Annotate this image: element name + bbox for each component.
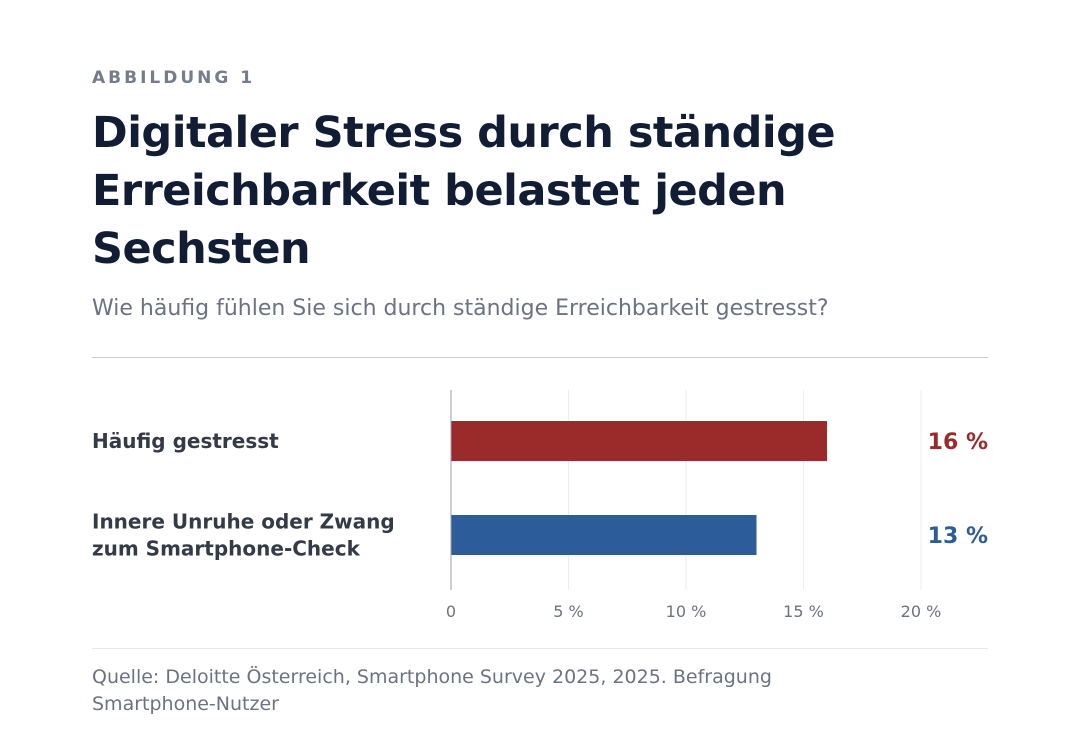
tick-label: 0 [446, 602, 456, 621]
chart-title: Digitaler Stress durch ständige Erreichb… [92, 108, 836, 274]
value-label: 13 % [928, 524, 988, 549]
figure-eyebrow: ABBILDUNG 1 [92, 68, 256, 88]
bar [451, 515, 757, 555]
category-label: Innere Unruhe oder Zwang zum Smartphone-C… [92, 510, 395, 561]
value-label: 16 % [928, 430, 988, 455]
category-label: Häufig gestresst [92, 429, 279, 453]
tick-label: 5 % [553, 602, 583, 621]
tick-label: 15 % [783, 602, 824, 621]
tick-labels: 0 5 % 10 % 15 % 20 % [446, 602, 941, 621]
source-note: Quelle: Deloitte Österreich, Smartphone … [92, 666, 772, 715]
bottom-divider [92, 648, 988, 649]
grid-lines [568, 390, 922, 590]
value-labels: 16 % 13 % [928, 430, 988, 549]
bar [451, 421, 827, 461]
top-divider [92, 357, 988, 358]
bars [451, 421, 827, 555]
chart-subtitle: Wie häufig fühlen Sie sich durch ständig… [92, 296, 829, 321]
tick-label: 10 % [666, 602, 707, 621]
tick-label: 20 % [901, 602, 942, 621]
category-labels: Häufig gestresst Innere Unruhe oder Zwang… [92, 429, 395, 561]
